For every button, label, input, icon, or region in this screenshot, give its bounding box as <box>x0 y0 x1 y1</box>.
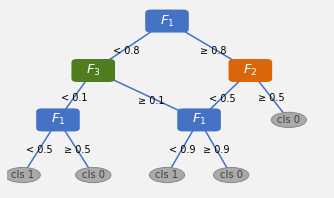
Text: < 0.9: < 0.9 <box>169 145 195 155</box>
Text: $F_{2}$: $F_{2}$ <box>243 63 258 78</box>
Ellipse shape <box>149 168 185 183</box>
FancyBboxPatch shape <box>228 59 272 82</box>
Text: $F_{1}$: $F_{1}$ <box>51 112 65 128</box>
Text: cls 1: cls 1 <box>11 170 34 180</box>
Text: ≥ 0.1: ≥ 0.1 <box>138 96 165 106</box>
Text: ≥ 0.5: ≥ 0.5 <box>63 145 90 155</box>
Text: $F_{1}$: $F_{1}$ <box>160 13 174 29</box>
Text: ≥ 0.5: ≥ 0.5 <box>258 93 285 103</box>
Ellipse shape <box>271 112 307 128</box>
Text: cls 1: cls 1 <box>155 170 179 180</box>
Text: ≥ 0.9: ≥ 0.9 <box>203 145 229 155</box>
FancyBboxPatch shape <box>71 59 115 82</box>
Text: cls 0: cls 0 <box>82 170 105 180</box>
Text: ≥ 0.8: ≥ 0.8 <box>200 46 226 56</box>
Ellipse shape <box>75 168 111 183</box>
Ellipse shape <box>5 168 40 183</box>
Text: < 0.1: < 0.1 <box>61 93 88 103</box>
FancyBboxPatch shape <box>177 109 221 131</box>
Text: $F_{3}$: $F_{3}$ <box>86 63 101 78</box>
Text: cls 0: cls 0 <box>277 115 300 125</box>
Text: < 0.8: < 0.8 <box>113 46 140 56</box>
Text: cls 0: cls 0 <box>220 170 242 180</box>
FancyBboxPatch shape <box>145 10 189 32</box>
FancyBboxPatch shape <box>36 109 80 131</box>
Ellipse shape <box>213 168 249 183</box>
Text: $F_{1}$: $F_{1}$ <box>192 112 206 128</box>
Text: < 0.5: < 0.5 <box>209 94 236 104</box>
Text: < 0.5: < 0.5 <box>26 145 52 155</box>
